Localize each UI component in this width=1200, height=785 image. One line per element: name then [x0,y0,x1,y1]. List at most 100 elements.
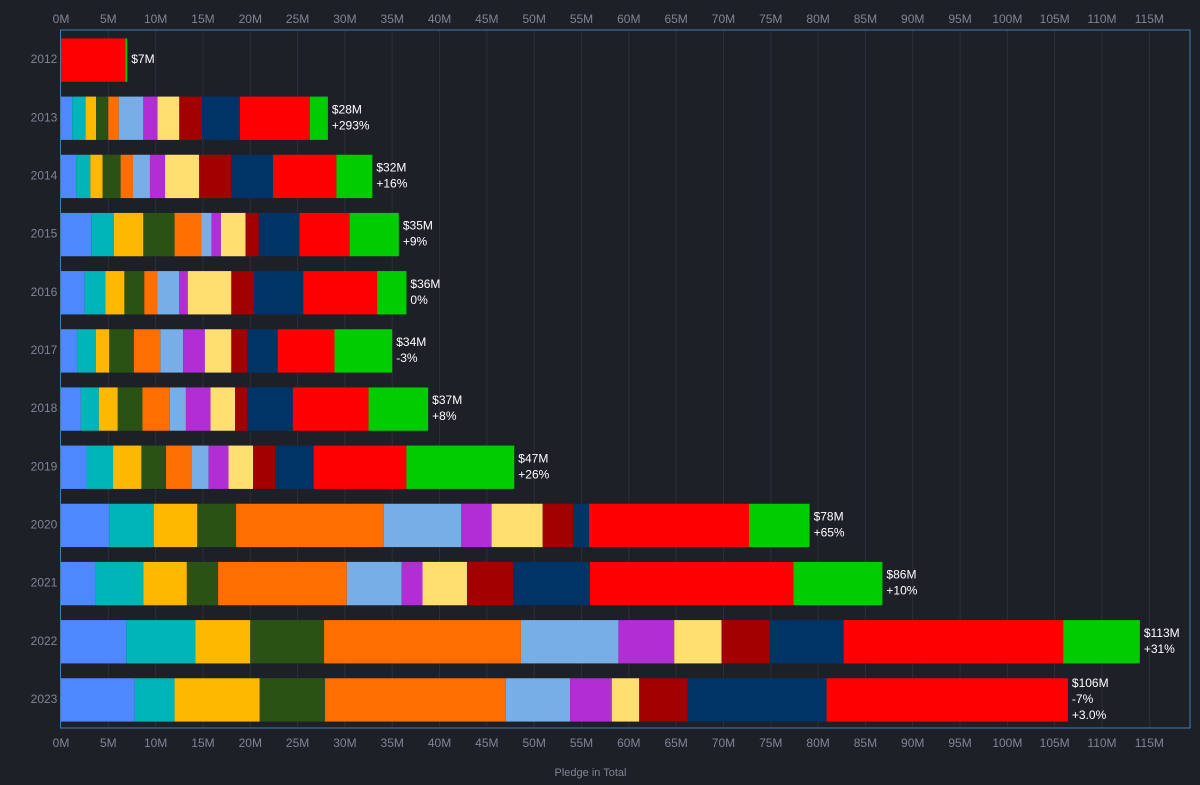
bar-segment [687,678,827,722]
bar-segment [674,620,722,664]
x-tick-label-top: 80M [806,12,829,26]
x-tick-label-top: 105M [1040,12,1070,26]
x-tick-label-bottom: 95M [948,736,971,750]
bar-segment [254,271,304,315]
bar-total-label: $37M [432,393,462,407]
x-tick-label-top: 95M [948,12,971,26]
bar-segment [334,329,393,373]
bar-segment [113,212,144,257]
plot-frame [60,29,1191,729]
bar-segment [95,561,144,606]
bar-segment [102,154,121,199]
x-tick-label-top: 0M [53,12,70,26]
x-tick-label-top: 25M [286,12,309,26]
bar-segment [258,212,300,257]
x-tick-label-top: 45M [475,12,498,26]
x-tick-label-top: 35M [381,12,404,26]
bar-segment [769,620,844,664]
x-axis-title: Pledge in Total [555,767,627,779]
y-tick-label: 2019 [31,459,58,473]
bar-segment [61,561,96,606]
bar-segment [134,678,175,722]
bar-segment [721,620,770,664]
x-axis-top: 0M 5M 10M 15M 20M 25M 30M 35M 40M 45M 50M 55M 60M 65M… [53,12,1164,26]
x-tick-label-bottom: 90M [901,736,924,750]
bar-segment [76,154,91,199]
bar-change-label: +9% [403,235,428,249]
bar-segment [406,445,515,489]
bar-segment [542,503,573,548]
x-tick-label-bottom: 5M [100,736,117,750]
x-tick-label-top: 115M [1135,12,1164,26]
bar-segment [125,38,128,82]
y-axis: 2012 2013 2014 2015 2016 2017 2018 2019 2020 2021… [31,52,58,706]
bar-segment [98,387,118,431]
bar-segment [377,271,407,315]
bar-segment [228,445,254,489]
bar-change-label: 0% [410,293,428,307]
bar-total-label: $78M [814,509,844,523]
bar-segment [61,38,126,82]
x-tick-label-top: 85M [854,12,877,26]
bar-segment [61,329,78,373]
bar-segment [259,678,326,722]
bar-segment [313,445,407,489]
bar-segment [204,329,232,373]
x-tick-label-bottom: 35M [381,736,404,750]
x-tick-label-top: 5M [100,12,117,26]
bar-segment [174,678,260,722]
bar-segment [61,445,87,489]
bar-segment [61,387,81,431]
bar-segment [590,561,794,606]
bar-segment [368,387,429,431]
bar-segment [253,445,276,489]
bar-segment [272,154,337,199]
bar-segment [183,329,205,373]
bar-segment [236,503,384,548]
bar-segment [143,561,187,606]
x-tick-label-top: 65M [664,12,687,26]
bar-segment [303,271,378,315]
bar-segment [466,561,514,606]
bar-segment [275,445,314,489]
bar-segment [570,678,612,722]
x-tick-label-bottom: 85M [854,736,877,750]
bar-segment [277,329,335,373]
bar-segment [247,387,293,431]
y-tick-label: 2018 [31,401,58,415]
bar-segment [197,503,237,548]
bar-segment [174,212,202,257]
bar-total-label: $86M [886,568,916,582]
bar-segment [520,620,619,664]
bar-change-label: +10% [886,584,917,598]
bar-segment [61,503,110,548]
x-tick-label-bottom: 40M [428,736,451,750]
bar-segment [96,96,109,140]
bar-segment [132,154,150,199]
x-tick-label-bottom: 65M [664,736,687,750]
bar-total-label: $36M [410,277,440,291]
bar-segment [143,96,158,140]
bar-segment [843,620,1064,664]
bar-segment [61,96,73,140]
x-tick-label-bottom: 0M [53,736,70,750]
bar-segment [513,561,591,606]
bar-segment [61,271,85,315]
x-tick-label-bottom: 115M [1135,736,1164,750]
x-tick-label-bottom: 30M [333,736,356,750]
bar-change-label: -7% [1072,692,1094,706]
bar-segment [187,271,232,315]
bar-segment [179,271,188,315]
x-tick-label-bottom: 20M [239,736,262,750]
bar-segment [572,503,590,548]
bar-segment [208,445,229,489]
bar-segment [202,96,240,140]
grid-lines [107,30,1150,728]
bar-segment [77,329,97,373]
bar-segment [611,678,640,722]
bar-segment [589,503,749,548]
bar-total-label: $47M [518,451,548,465]
bar-segment [160,329,184,373]
bar-segment [108,96,119,140]
bar-segment [133,329,161,373]
